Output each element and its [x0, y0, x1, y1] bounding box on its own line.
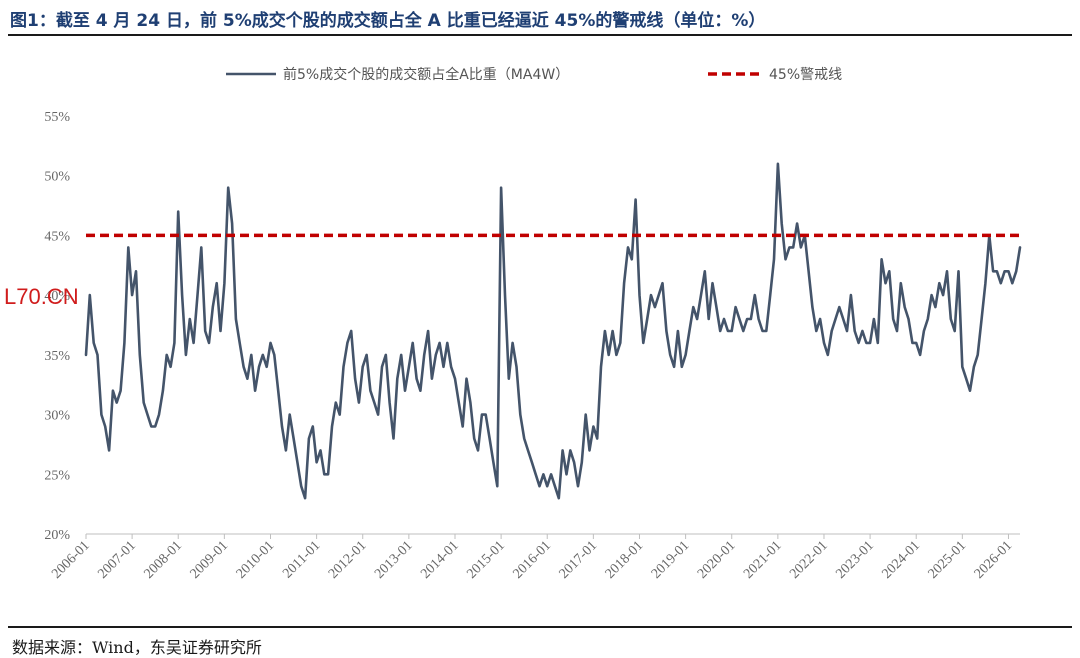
x-tick-label: 2024-01 [879, 538, 923, 582]
x-tick-label: 2013-01 [372, 538, 416, 582]
y-tick-label: 35% [44, 349, 70, 364]
x-tick-label: 2008-01 [141, 538, 185, 582]
legend-label: 前5%成交个股的成交额占全A比重（MA4W） [283, 66, 569, 83]
x-tick-label: 2020-01 [695, 538, 739, 582]
x-tick-label: 2007-01 [95, 538, 139, 582]
y-tick-label: 50% [44, 170, 70, 185]
y-tick-label: 20% [44, 528, 70, 543]
x-tick-label: 2014-01 [418, 538, 462, 582]
source-rule [8, 626, 1072, 628]
x-tick-label: 2012-01 [326, 538, 370, 582]
x-tick-label: 2017-01 [557, 538, 601, 582]
watermark-text: L70.CN [4, 284, 79, 309]
plot-area [84, 162, 1022, 500]
y-tick-label: 55% [44, 110, 70, 125]
y-tick-label: 25% [44, 468, 70, 483]
x-tick-label: 2025-01 [926, 538, 970, 582]
x-tick-label: 2009-01 [188, 538, 232, 582]
title-rule [8, 34, 1072, 36]
x-tick-label: 2016-01 [510, 538, 554, 582]
data-source: 数据来源：Wind，东吴证券研究所 [12, 638, 262, 657]
y-tick-label: 40% [44, 289, 70, 304]
x-tick-label: 2011-01 [280, 538, 323, 581]
x-tick-label: 2022-01 [787, 538, 831, 582]
legend-label: 45%警戒线 [769, 67, 842, 83]
x-tick-label: 2019-01 [649, 538, 693, 582]
line-chart: 前5%成交个股的成交额占全A比重（MA4W） 45%警戒线 20% 25% 30% 35… [44, 66, 1022, 582]
x-tick-label: 2006-01 [49, 538, 93, 582]
x-tick-label: 2023-01 [833, 538, 877, 582]
y-tick-label: 45% [44, 229, 70, 244]
chart-title: 图1：截至 4 月 24 日，前 5%成交个股的成交额占全 A 比重已经逼近 4… [10, 11, 766, 31]
y-tick-label: 30% [44, 409, 70, 424]
x-tick-label: 2018-01 [603, 538, 647, 582]
x-tick-label: 2021-01 [741, 538, 785, 582]
legend: 前5%成交个股的成交额占全A比重（MA4W） 45%警戒线 [226, 66, 842, 83]
y-axis: 20% 25% 30% 35% 40% 45% 50% 55% [44, 110, 70, 543]
series-line-top5-share [84, 162, 1022, 500]
x-tick-label: 2026-01 [972, 538, 1016, 582]
x-tick-label: 2010-01 [234, 538, 278, 582]
x-axis: 2006-01 2007-01 2008-01 2009-01 2010-01 2011-… [49, 533, 1020, 582]
x-tick-label: 2015-01 [464, 538, 508, 582]
